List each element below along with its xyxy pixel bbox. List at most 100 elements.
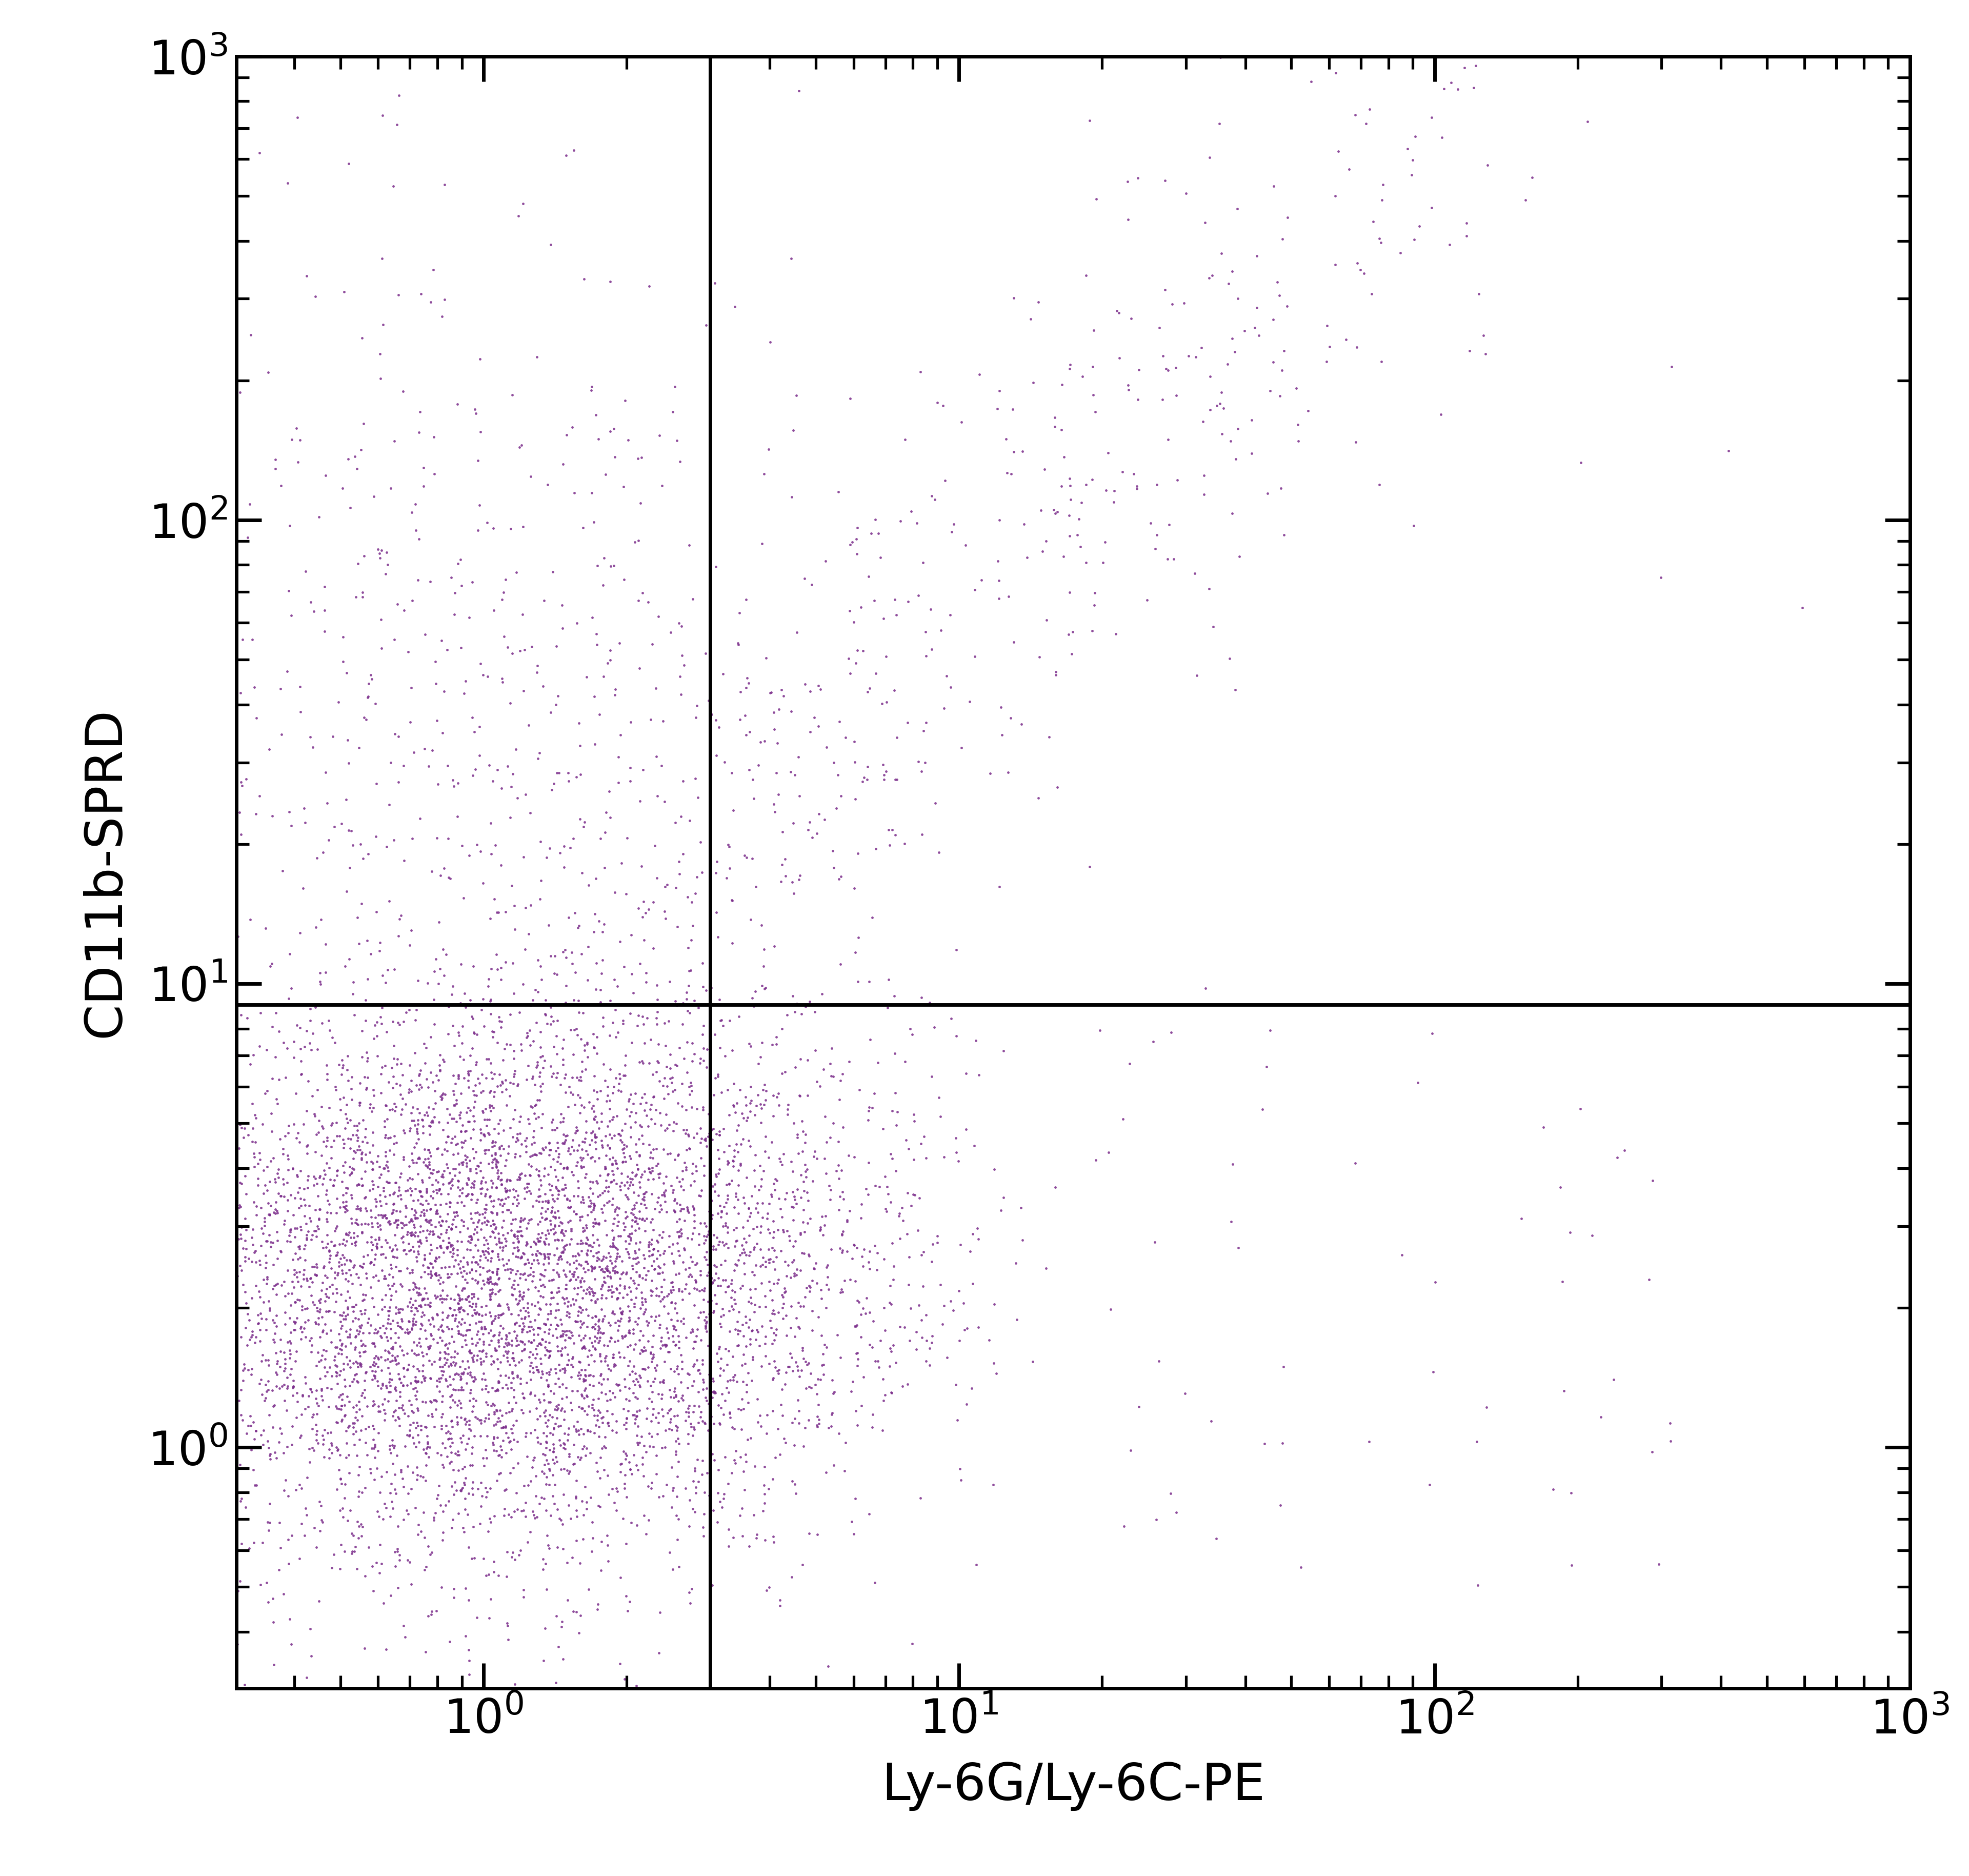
Point xyxy=(498,1221,530,1251)
Point xyxy=(504,1294,536,1324)
Point xyxy=(622,1428,654,1458)
Point xyxy=(473,1317,504,1347)
Point xyxy=(417,1324,449,1354)
Point xyxy=(502,1118,534,1148)
Point xyxy=(536,1193,567,1223)
Point xyxy=(1363,223,1394,253)
Point xyxy=(673,1197,705,1227)
Point xyxy=(410,1150,441,1180)
Point xyxy=(571,1043,603,1073)
Point xyxy=(545,1218,577,1248)
Point xyxy=(622,1208,654,1238)
Point xyxy=(803,1409,835,1439)
Point xyxy=(402,1246,433,1276)
Point xyxy=(1018,1347,1049,1377)
Point xyxy=(790,1120,821,1150)
Point xyxy=(669,1255,701,1285)
Point xyxy=(691,310,723,340)
Point xyxy=(480,1435,512,1465)
Point xyxy=(553,1249,585,1279)
Point xyxy=(465,343,496,373)
Point xyxy=(882,1097,914,1127)
Point xyxy=(246,1109,278,1139)
Point xyxy=(413,1163,445,1193)
Point xyxy=(549,1274,581,1304)
Point xyxy=(350,1263,382,1293)
Point xyxy=(270,1353,301,1383)
Point xyxy=(579,1204,610,1234)
Point xyxy=(738,1233,770,1263)
Point xyxy=(923,837,955,867)
Point xyxy=(463,1150,494,1180)
Point xyxy=(246,1379,278,1409)
Point xyxy=(504,1141,536,1171)
Point xyxy=(677,1334,709,1364)
Point xyxy=(276,1628,307,1658)
Point xyxy=(482,1324,514,1354)
Point xyxy=(567,1323,599,1353)
Point xyxy=(1053,355,1085,385)
Point xyxy=(756,1463,788,1493)
Point xyxy=(892,1178,923,1208)
Point xyxy=(1095,1294,1126,1324)
Point xyxy=(549,1169,581,1199)
Point xyxy=(827,1236,858,1266)
Point xyxy=(439,1154,471,1184)
Point xyxy=(222,1223,254,1253)
Point xyxy=(941,1405,973,1435)
Point xyxy=(1528,1112,1559,1142)
Point xyxy=(823,1195,855,1225)
Point xyxy=(589,910,620,940)
Point xyxy=(431,1122,463,1152)
Point xyxy=(224,1566,256,1596)
Point xyxy=(1162,465,1193,495)
Point xyxy=(528,672,559,702)
Point xyxy=(325,1330,356,1360)
Point xyxy=(717,1458,748,1488)
Point xyxy=(453,1645,484,1675)
Point xyxy=(301,1212,333,1242)
Point xyxy=(512,1527,543,1557)
Point xyxy=(660,1377,691,1407)
Point xyxy=(256,1227,287,1257)
Point xyxy=(805,1212,837,1242)
Point xyxy=(565,1334,597,1364)
Point xyxy=(744,1212,776,1242)
Point xyxy=(1609,1135,1640,1165)
Point xyxy=(524,1490,555,1520)
Point xyxy=(250,1248,282,1278)
Point xyxy=(490,1176,522,1206)
Point xyxy=(691,1052,723,1082)
Point xyxy=(352,839,384,869)
Point xyxy=(583,1306,614,1336)
Point xyxy=(610,1197,642,1227)
Point xyxy=(325,1308,356,1338)
Point xyxy=(620,1510,652,1540)
Point xyxy=(642,1251,673,1281)
Point xyxy=(790,1150,821,1180)
Point xyxy=(675,1409,707,1439)
Point xyxy=(551,1351,583,1381)
Point xyxy=(801,1379,833,1409)
Point xyxy=(402,1296,433,1326)
Point xyxy=(333,724,364,754)
Point xyxy=(534,1240,565,1270)
Point xyxy=(374,1501,406,1531)
Point xyxy=(423,908,455,938)
Point xyxy=(599,1223,630,1253)
Point xyxy=(675,1242,707,1272)
Point xyxy=(242,1148,274,1178)
Point xyxy=(333,1255,364,1285)
Point xyxy=(1162,381,1193,411)
Point xyxy=(524,1161,555,1191)
Point xyxy=(471,1473,502,1503)
Point xyxy=(301,1251,333,1281)
Point xyxy=(559,957,591,987)
Point xyxy=(518,1443,549,1473)
Point xyxy=(638,1366,669,1396)
Point xyxy=(222,1576,254,1606)
Point xyxy=(347,1401,378,1431)
Point xyxy=(593,1111,624,1141)
Point xyxy=(435,863,467,893)
Point xyxy=(380,1345,412,1375)
